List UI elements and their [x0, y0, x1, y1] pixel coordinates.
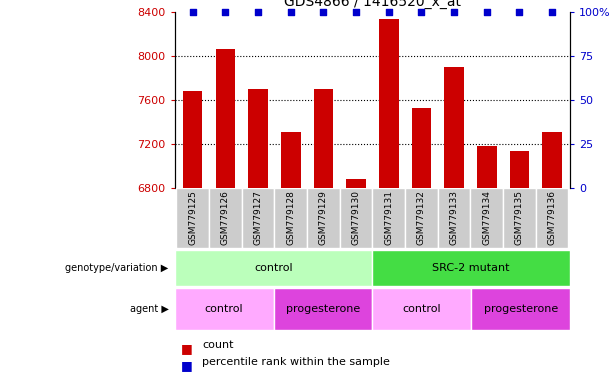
Bar: [379, 19, 398, 188]
Point: [514, 8, 524, 15]
Bar: [470, 188, 503, 248]
Text: GSM779136: GSM779136: [547, 190, 557, 245]
Text: GSM779130: GSM779130: [352, 190, 360, 245]
Text: GSM779128: GSM779128: [286, 190, 295, 245]
Text: GSM779125: GSM779125: [188, 190, 197, 245]
Bar: [509, 151, 529, 188]
Bar: [536, 188, 568, 248]
Bar: [372, 188, 405, 248]
Bar: [314, 89, 333, 188]
Text: GSM779134: GSM779134: [482, 190, 491, 245]
Point: [416, 8, 426, 15]
Text: GSM779132: GSM779132: [417, 190, 426, 245]
Bar: [346, 179, 366, 188]
Text: genotype/variation ▶: genotype/variation ▶: [66, 263, 169, 273]
Text: progesterone: progesterone: [484, 304, 558, 314]
Bar: [175, 288, 273, 330]
Text: GSM779135: GSM779135: [515, 190, 524, 245]
Text: SRC-2 mutant: SRC-2 mutant: [433, 263, 510, 273]
Text: agent ▶: agent ▶: [130, 304, 169, 314]
Title: GDS4866 / 1416520_x_at: GDS4866 / 1416520_x_at: [284, 0, 461, 9]
Text: percentile rank within the sample: percentile rank within the sample: [202, 357, 390, 367]
Text: ■: ■: [181, 342, 192, 355]
Text: GSM779131: GSM779131: [384, 190, 393, 245]
Bar: [183, 91, 202, 188]
Text: GSM779133: GSM779133: [449, 190, 459, 245]
Text: control: control: [254, 263, 293, 273]
Bar: [281, 132, 300, 188]
Point: [253, 8, 263, 15]
Point: [547, 8, 557, 15]
Bar: [405, 188, 438, 248]
Point: [384, 8, 394, 15]
Bar: [411, 108, 431, 188]
Text: control: control: [205, 304, 243, 314]
Bar: [477, 146, 497, 188]
Bar: [248, 89, 268, 188]
Bar: [242, 188, 275, 248]
Bar: [216, 49, 235, 188]
Text: GSM779126: GSM779126: [221, 190, 230, 245]
Point: [449, 8, 459, 15]
Text: ■: ■: [181, 359, 192, 372]
Text: progesterone: progesterone: [286, 304, 360, 314]
Bar: [209, 188, 242, 248]
Point: [188, 8, 197, 15]
Bar: [177, 188, 209, 248]
Bar: [503, 188, 536, 248]
Text: count: count: [202, 340, 234, 350]
Bar: [372, 250, 570, 286]
Bar: [444, 67, 464, 188]
Text: control: control: [403, 304, 441, 314]
Bar: [175, 250, 372, 286]
Bar: [340, 188, 372, 248]
Bar: [471, 288, 570, 330]
Point: [351, 8, 361, 15]
Bar: [543, 132, 562, 188]
Bar: [438, 188, 470, 248]
Point: [482, 8, 492, 15]
Bar: [307, 188, 340, 248]
Text: GSM779127: GSM779127: [254, 190, 262, 245]
Point: [286, 8, 295, 15]
Point: [221, 8, 230, 15]
Text: GSM779129: GSM779129: [319, 190, 328, 245]
Point: [319, 8, 329, 15]
Bar: [275, 188, 307, 248]
Bar: [372, 288, 471, 330]
Bar: [273, 288, 372, 330]
